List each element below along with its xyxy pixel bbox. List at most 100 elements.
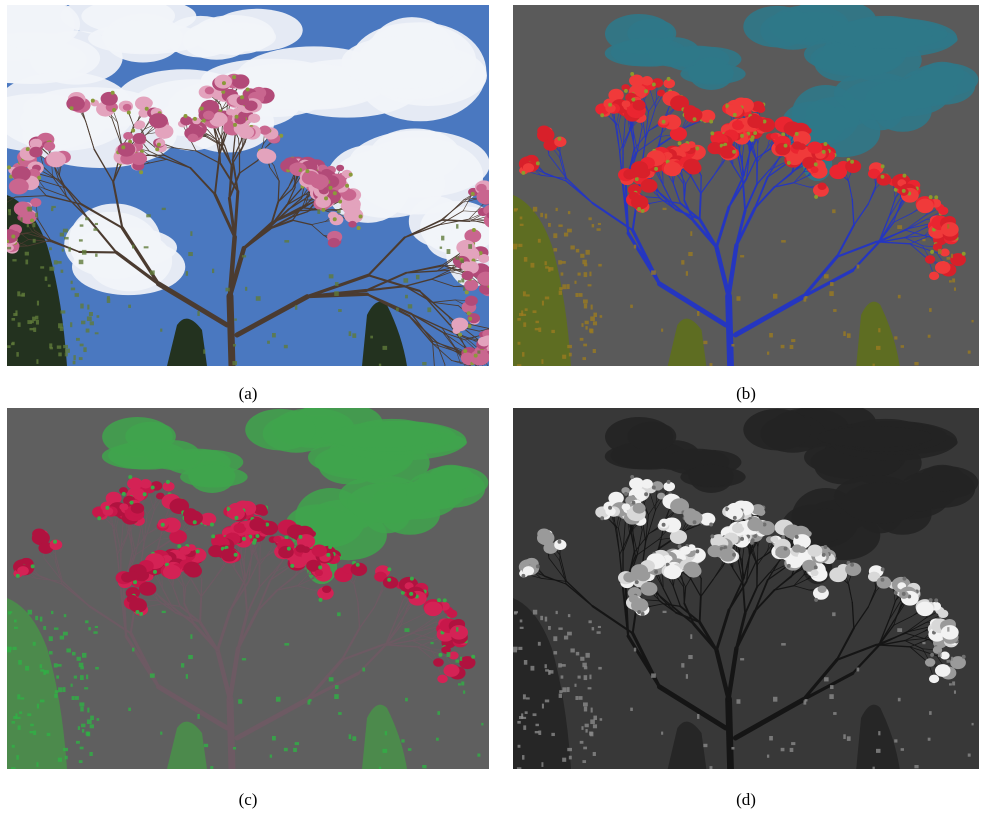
speck <box>791 742 795 745</box>
blossom <box>464 280 478 291</box>
leaf <box>644 89 648 93</box>
speck <box>709 766 712 769</box>
speck <box>18 725 21 730</box>
speck <box>329 677 334 681</box>
speck <box>954 287 956 290</box>
blossom <box>424 602 442 617</box>
speck <box>284 345 288 348</box>
speck <box>146 214 151 217</box>
blossom <box>641 179 658 193</box>
leaf <box>438 653 442 657</box>
speck <box>56 675 59 678</box>
blossom <box>190 124 201 132</box>
cloud <box>165 16 235 58</box>
leaf <box>962 655 966 659</box>
leaf <box>781 132 785 136</box>
speck <box>709 363 712 366</box>
speck <box>276 697 281 702</box>
speck <box>553 636 557 641</box>
speck <box>20 697 24 699</box>
speck <box>518 647 522 650</box>
speck <box>212 269 214 273</box>
blossom <box>289 164 300 172</box>
speck <box>847 736 851 741</box>
leaf <box>458 333 462 337</box>
speck <box>593 716 597 720</box>
speck <box>553 248 557 251</box>
leaf <box>463 349 467 353</box>
speck <box>598 667 601 670</box>
blossom <box>139 582 156 596</box>
speck <box>914 765 918 768</box>
speck <box>598 626 601 628</box>
cloud <box>804 106 846 140</box>
speck <box>8 612 11 614</box>
speck <box>440 247 442 249</box>
cloud <box>341 36 462 88</box>
speck <box>234 318 237 320</box>
speck <box>567 229 572 233</box>
leaf <box>359 214 363 218</box>
leaf <box>624 492 628 496</box>
speck <box>556 208 558 211</box>
blossom <box>478 254 489 263</box>
speck <box>589 329 593 333</box>
leaf <box>7 165 11 169</box>
speck <box>95 223 98 225</box>
blossom <box>278 546 294 558</box>
leaf <box>962 252 966 256</box>
speck <box>531 666 535 671</box>
speck <box>562 284 566 289</box>
blossom <box>123 104 132 111</box>
blossom <box>925 255 935 264</box>
blossom <box>127 571 139 581</box>
blossom <box>935 664 950 677</box>
cloud <box>308 509 352 543</box>
speck <box>11 318 15 321</box>
leaf <box>233 123 237 127</box>
speck <box>81 724 85 728</box>
speck <box>245 287 247 291</box>
speck <box>564 636 568 640</box>
image-map-d <box>513 408 979 769</box>
blossom <box>747 518 763 531</box>
speck <box>186 271 188 276</box>
speck <box>352 333 356 338</box>
speck <box>553 651 557 654</box>
speck <box>593 313 597 317</box>
speck <box>513 247 517 250</box>
blossom <box>929 272 939 280</box>
speck <box>593 349 596 353</box>
speck <box>456 627 458 631</box>
speck <box>267 341 270 344</box>
leaf <box>637 610 641 614</box>
leaf <box>474 354 478 358</box>
speck <box>71 281 73 284</box>
speck <box>518 244 522 247</box>
leaf <box>131 128 135 132</box>
speck <box>379 767 381 769</box>
speck <box>829 291 833 296</box>
speck <box>82 653 86 658</box>
leaf <box>91 99 95 103</box>
blossom <box>302 171 319 185</box>
leaf <box>467 311 471 315</box>
leaf <box>814 195 818 199</box>
speck <box>190 634 192 639</box>
speck <box>17 694 20 699</box>
speck <box>697 311 699 316</box>
speck <box>524 257 527 262</box>
leaf <box>471 655 475 659</box>
speck <box>447 652 451 657</box>
speck <box>75 696 79 700</box>
speck <box>663 611 667 613</box>
leaf <box>151 485 155 489</box>
leaf <box>881 164 885 168</box>
speck <box>578 696 582 700</box>
speck <box>545 617 547 622</box>
speck <box>25 666 29 671</box>
leaf <box>135 610 139 614</box>
speck <box>520 224 524 226</box>
speck <box>86 732 90 736</box>
leaf <box>329 186 333 190</box>
